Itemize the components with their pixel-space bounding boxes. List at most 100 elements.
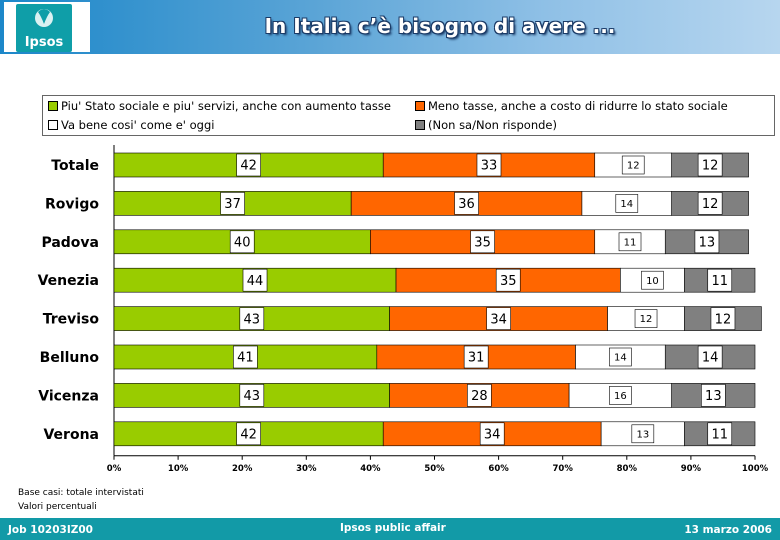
footer-date: 13 marzo 2006 <box>684 524 772 536</box>
legend-item-white: Va bene cosi' come e' oggi <box>48 118 214 132</box>
legend-label: Piu' Stato sociale e piu' servizi, anche… <box>61 99 391 113</box>
data-label: 35 <box>500 274 517 289</box>
category-label: Padova <box>41 235 99 251</box>
x-tick-label: 60% <box>488 464 509 474</box>
data-label-box <box>701 384 726 407</box>
data-label: 31 <box>468 351 485 366</box>
data-label-box <box>220 192 245 215</box>
data-label: 42 <box>240 427 257 442</box>
data-label: 43 <box>244 312 261 327</box>
category-label: Belluno <box>40 350 100 366</box>
data-label: 12 <box>640 314 653 325</box>
chart-legend: Piu' Stato sociale e piu' servizi, anche… <box>42 95 775 136</box>
data-label: 12 <box>702 159 719 174</box>
x-tick-label: 80% <box>617 464 638 474</box>
legend-label: Meno tasse, anche a costo di ridurre lo … <box>428 99 728 113</box>
legend-label: (Non sa/Non risponde) <box>428 118 557 132</box>
data-label-box <box>229 230 255 254</box>
data-label-box <box>694 230 720 254</box>
ipsos-logo: Ipsos <box>4 2 90 52</box>
data-label: 13 <box>699 235 716 250</box>
data-label-box <box>618 232 642 252</box>
data-label: 10 <box>646 276 659 287</box>
data-label-box <box>463 345 489 369</box>
data-label-box <box>697 153 723 177</box>
data-label: 11 <box>711 274 728 289</box>
data-label: 16 <box>614 391 627 402</box>
x-tick-label: 20% <box>232 464 253 474</box>
values-note: Valori percentuali <box>18 502 97 512</box>
data-label: 14 <box>614 353 627 364</box>
category-label: Totale <box>51 158 99 174</box>
data-label: 33 <box>481 159 498 174</box>
data-label-box <box>495 268 521 292</box>
category-label: Venezia <box>38 273 99 289</box>
data-label-box <box>476 153 502 177</box>
legend-label: Va bene cosi' come e' oggi <box>61 118 215 132</box>
data-label-box <box>697 192 723 215</box>
x-tick-label: 0% <box>107 464 122 474</box>
data-label-box <box>621 155 645 175</box>
x-tick-label: 50% <box>424 464 445 474</box>
category-label: Treviso <box>43 312 100 328</box>
data-label: 11 <box>711 427 728 442</box>
data-label-box <box>697 345 723 369</box>
footer-center: Ipsos public affair <box>340 522 446 534</box>
data-label: 35 <box>474 235 491 250</box>
x-tick-label: 30% <box>296 464 317 474</box>
x-tick-label: 100% <box>742 464 769 474</box>
logo-text: Ipsos <box>24 35 64 50</box>
base-note: Base casi: totale intervistati <box>18 488 144 498</box>
data-label-box <box>707 268 733 292</box>
header-banner: Ipsos In Italia c’è bisogno di avere ... <box>0 0 780 54</box>
data-label: 12 <box>702 197 719 212</box>
data-label: 14 <box>702 351 719 366</box>
data-label: 11 <box>624 237 637 248</box>
x-tick-label: 90% <box>681 464 702 474</box>
data-label: 41 <box>237 351 254 366</box>
logo-mark: Ipsos <box>16 4 72 52</box>
stacked-bar-chart: 0% 10% 20% 30% 40% 50% 60% 70% 80% 90% 100% Totale 4… <box>38 145 769 474</box>
data-label: 34 <box>490 312 507 327</box>
data-label: 40 <box>234 235 251 250</box>
x-tick-label: 70% <box>553 464 574 474</box>
data-label-box <box>609 347 632 367</box>
page-title: In Italia c’è bisogno di avere ... <box>264 14 616 38</box>
footer-bar: Job 10203IZ00 Ipsos public affair 13 mar… <box>0 518 780 540</box>
data-label: 12 <box>715 312 732 327</box>
data-label: 44 <box>247 274 264 289</box>
data-label-box <box>609 386 632 405</box>
data-label-box <box>479 422 505 446</box>
data-label-box <box>233 345 258 369</box>
legend-swatch-gray <box>415 120 425 130</box>
category-label: Rovigo <box>45 196 99 212</box>
data-label: 34 <box>484 427 501 442</box>
data-label-box <box>242 268 268 292</box>
data-label: 36 <box>458 197 475 212</box>
data-label: 42 <box>240 159 257 174</box>
data-label: 12 <box>627 161 640 172</box>
data-label: 13 <box>636 429 649 440</box>
data-label: 37 <box>224 197 241 212</box>
data-label-box <box>615 194 639 213</box>
data-label-box <box>707 422 733 446</box>
data-label-box <box>631 424 655 444</box>
data-label-box <box>236 422 261 446</box>
logo-figure-icon <box>35 9 53 27</box>
legend-swatch-white <box>48 120 58 130</box>
category-label: Vicenza <box>38 388 99 404</box>
data-label-box <box>710 307 736 330</box>
x-tick-label: 40% <box>360 464 381 474</box>
data-label-box <box>641 270 664 290</box>
data-label: 28 <box>471 389 488 404</box>
legend-item-orange: Meno tasse, anche a costo di ridurre lo … <box>415 99 728 113</box>
data-label-box <box>634 309 658 328</box>
legend-swatch-green <box>48 101 58 111</box>
category-label: Verona <box>43 427 99 443</box>
legend-swatch-orange <box>415 101 425 111</box>
data-label-box <box>236 153 261 177</box>
data-label-box <box>239 384 265 407</box>
data-label-box <box>239 307 265 330</box>
legend-item-gray: (Non sa/Non risponde) <box>415 118 557 132</box>
x-tick-label: 10% <box>168 464 189 474</box>
